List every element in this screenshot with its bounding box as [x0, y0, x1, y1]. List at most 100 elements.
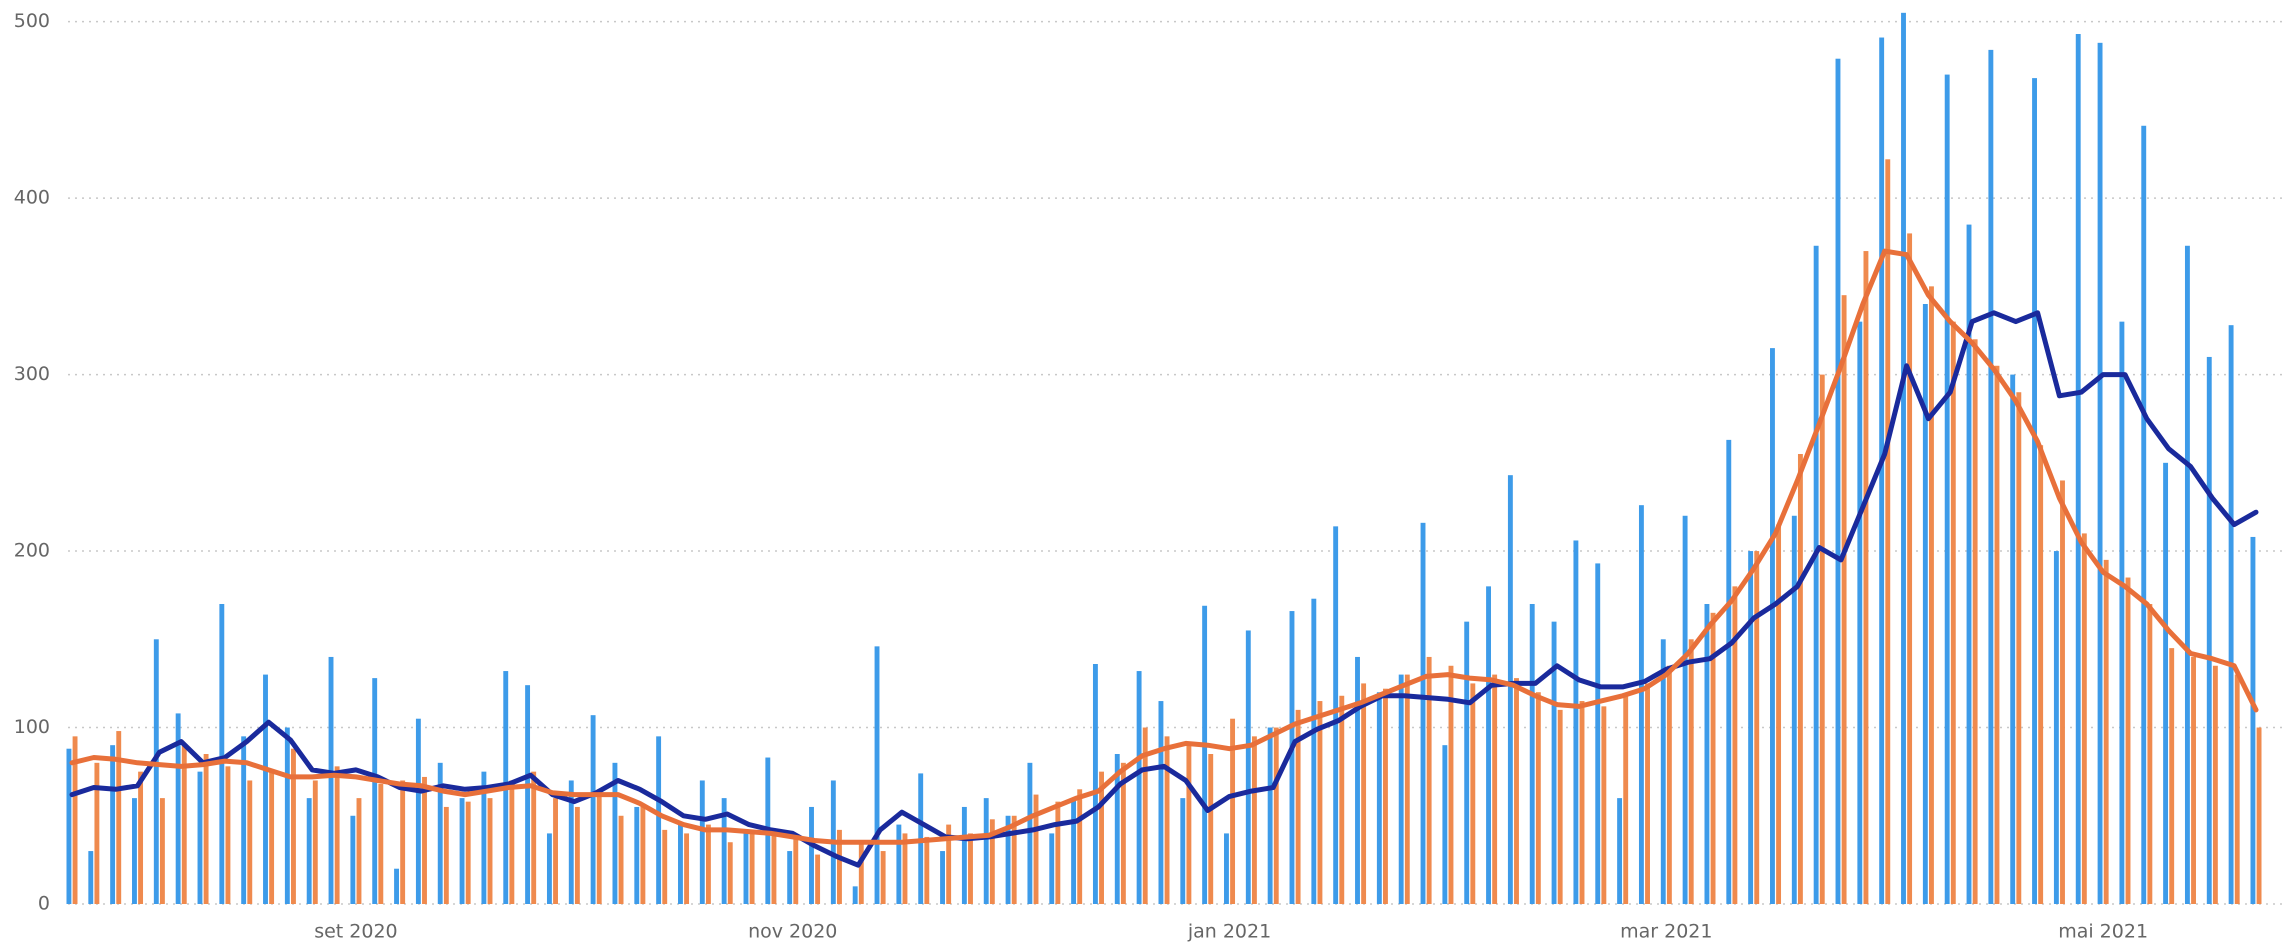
bar	[328, 656, 334, 904]
bar	[197, 771, 203, 904]
bar	[678, 824, 683, 904]
bar	[247, 780, 253, 904]
bar	[422, 776, 427, 904]
bar	[1950, 321, 1956, 904]
bar	[940, 851, 945, 904]
bar	[1994, 365, 2000, 904]
bar	[350, 815, 356, 904]
bar	[662, 829, 668, 904]
bar	[394, 868, 399, 904]
bar	[618, 815, 624, 904]
bar	[1289, 611, 1295, 904]
bar	[378, 784, 384, 904]
bar	[1929, 286, 1934, 905]
bar	[852, 886, 858, 904]
bar	[568, 780, 574, 904]
bar	[1835, 58, 1841, 905]
bar	[1863, 251, 1869, 904]
bar	[1426, 656, 1432, 904]
bar	[727, 842, 733, 904]
bar	[1601, 706, 1607, 904]
bar	[809, 806, 814, 904]
bar	[896, 824, 902, 904]
bar	[94, 762, 100, 904]
bar	[968, 833, 973, 904]
bar	[1682, 515, 1688, 904]
bar	[1972, 339, 1978, 904]
bar	[175, 713, 181, 904]
x-tick-label: nov 2020	[748, 921, 837, 943]
x-tick-label: set 2020	[314, 921, 397, 943]
bar	[1595, 563, 1601, 904]
bar	[509, 780, 515, 904]
bar	[2103, 559, 2109, 904]
bar	[1514, 678, 1519, 904]
bar	[771, 829, 777, 904]
x-tick-label: jan 2021	[1187, 921, 1271, 943]
bar	[1033, 794, 1039, 904]
bar	[1361, 683, 1367, 904]
bar	[284, 727, 290, 904]
bar	[1333, 526, 1339, 904]
bar	[1966, 224, 1972, 904]
bar	[1420, 522, 1426, 904]
bar	[1841, 295, 1847, 904]
bar	[1136, 671, 1142, 904]
bar	[415, 718, 421, 904]
bar	[1071, 798, 1077, 904]
bar	[2038, 445, 2044, 904]
bar	[1704, 604, 1710, 904]
bar	[1273, 727, 1279, 904]
bar	[1251, 736, 1257, 904]
bar	[2075, 34, 2081, 904]
bar	[2125, 577, 2131, 904]
bar	[465, 801, 471, 904]
bar	[1922, 304, 1928, 904]
bar	[116, 731, 122, 904]
bar	[1005, 815, 1011, 904]
bar	[2119, 321, 2125, 904]
bar	[241, 736, 247, 904]
bar	[1120, 762, 1126, 904]
bar	[1267, 727, 1273, 904]
bar	[1819, 374, 1825, 904]
bar	[684, 833, 690, 904]
bar	[793, 836, 799, 904]
bar	[1529, 604, 1535, 904]
y-tick-label: 200	[14, 540, 50, 562]
bar	[110, 745, 116, 904]
bar	[2256, 727, 2262, 904]
bar	[1666, 665, 1672, 904]
bar	[902, 833, 908, 904]
bar	[880, 851, 886, 904]
bar	[1383, 688, 1388, 904]
bar	[1186, 741, 1192, 904]
bar	[1027, 762, 1033, 904]
bar	[203, 754, 209, 904]
bar	[1317, 701, 1323, 904]
bar	[132, 798, 137, 904]
bar	[2191, 656, 2196, 904]
bar	[983, 798, 989, 904]
bar	[1944, 74, 1950, 904]
bar	[1404, 674, 1410, 904]
bar	[356, 798, 362, 904]
bar	[225, 766, 231, 904]
bar	[1245, 630, 1251, 904]
bar	[72, 736, 78, 904]
bar	[1879, 37, 1885, 904]
bar	[1492, 674, 1498, 904]
y-tick-label: 300	[14, 363, 50, 385]
bar	[596, 789, 602, 904]
bar	[1049, 833, 1055, 904]
bar	[459, 798, 465, 904]
bar	[1535, 692, 1541, 904]
bar	[1470, 683, 1476, 904]
bar	[1339, 695, 1345, 904]
bar	[2184, 245, 2190, 904]
bar	[291, 748, 296, 904]
bar	[1623, 695, 1629, 904]
bar	[1224, 833, 1229, 904]
bar	[749, 833, 755, 904]
bar	[924, 836, 930, 904]
